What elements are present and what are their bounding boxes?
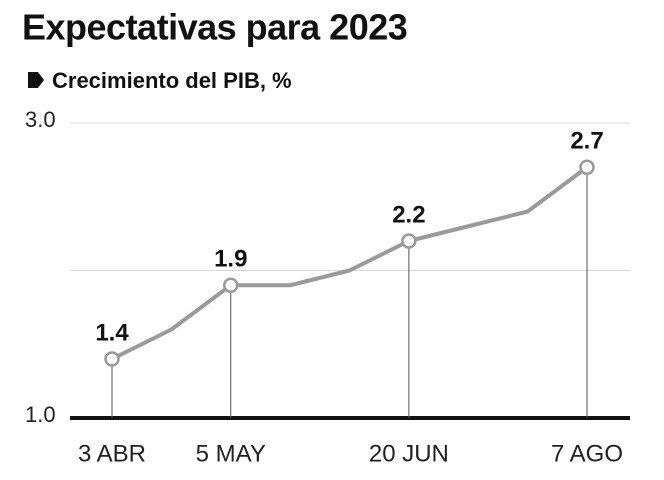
y-tick-label: 3.0: [25, 107, 56, 132]
point-marker: [401, 233, 417, 249]
x-tick-label: 5 MAY: [196, 440, 266, 467]
data-label: 2.7: [570, 128, 603, 155]
point-marker: [579, 159, 595, 175]
point-marker: [223, 277, 239, 293]
data-label: 1.9: [214, 246, 247, 273]
point-marker: [104, 351, 120, 367]
data-label: 1.4: [95, 319, 129, 346]
chart-title: Expectativas para 2023: [22, 7, 407, 48]
x-tick-label: 20 JUN: [369, 440, 449, 467]
chart-subtitle: Crecimiento del PIB, %: [52, 68, 292, 93]
subtitle-icon: [28, 72, 44, 88]
x-tick-label: 7 AGO: [551, 440, 623, 467]
y-tick-label: 1.0: [25, 402, 56, 427]
x-tick-label: 3 ABR: [78, 440, 146, 467]
series-line: [111, 165, 589, 361]
data-label: 2.2: [392, 201, 425, 228]
